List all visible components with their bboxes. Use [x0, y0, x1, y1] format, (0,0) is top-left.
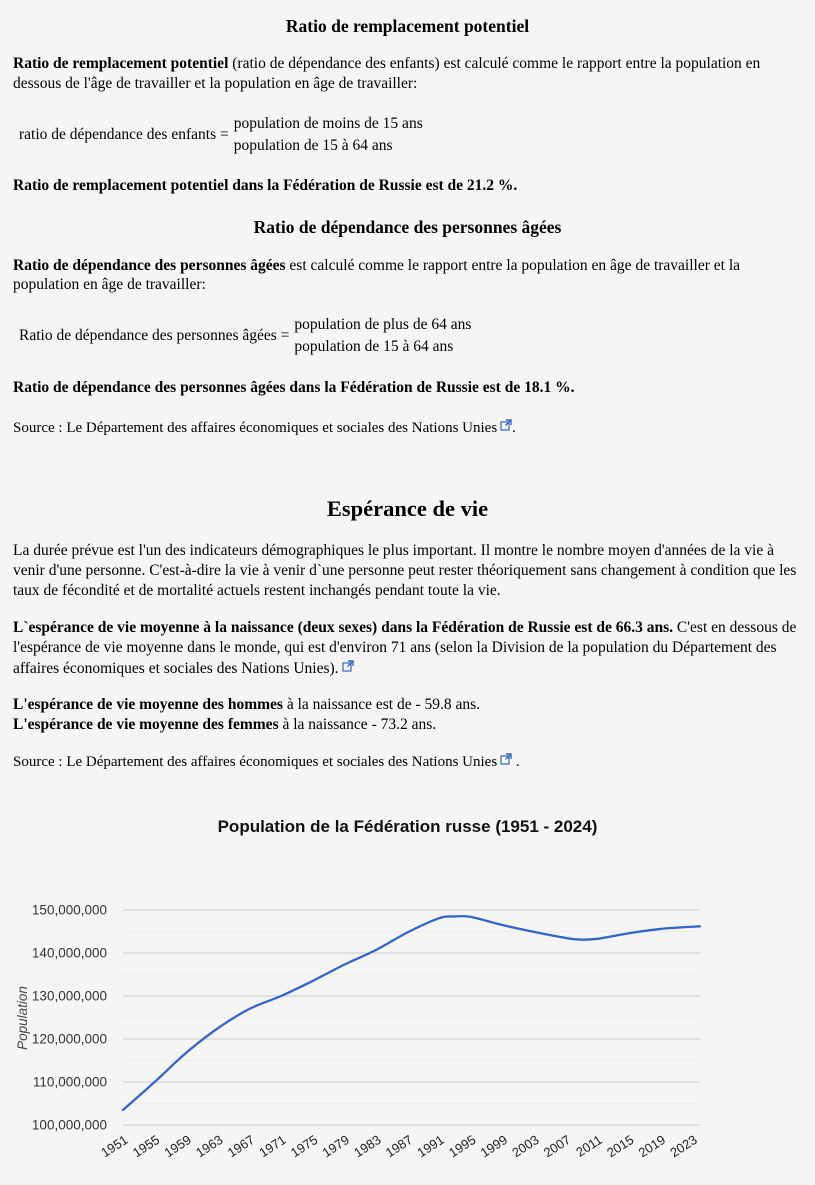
x-axis-tick-label: 1959	[161, 1132, 193, 1160]
replacement-ratio-title: Ratio de remplacement potentiel	[285, 16, 530, 36]
un-department-link[interactable]: Le Département des affaires économiques …	[66, 418, 512, 437]
formula-denominator: population de 15 à 64 ans	[233, 136, 393, 154]
life-expectancy-both-sexes-value: L`espérance de vie moyenne à la naissanc…	[13, 618, 674, 636]
replacement-ratio-term: Ratio de remplacement potentiel	[13, 55, 229, 73]
x-axis-tick-label: 1971	[256, 1132, 288, 1160]
life-expectancy-title: Espérance de vie	[326, 495, 489, 521]
life-expectancy-by-sex: L'espérance de vie moyenne des hommes à …	[13, 695, 802, 735]
x-axis-tick-label: 1995	[446, 1132, 478, 1160]
formula-numerator: population de moins de 15 ans	[233, 115, 423, 133]
men-life-expectancy-value: à la naissance est de - 59.8 ans.	[282, 696, 481, 714]
x-axis-tick-label: 1991	[414, 1132, 446, 1160]
elderly-dependency-term: Ratio de dépendance des personnes âgées	[13, 256, 286, 274]
x-axis-tick-label: 1999	[478, 1132, 510, 1160]
formula-label: ratio de dépendance des enfants =	[19, 125, 229, 143]
source-prefix: Source :	[13, 754, 67, 771]
source-line-life-expectancy: Source : Le Département des affaires éco…	[13, 752, 802, 772]
y-axis-tick-label: 140,000,000	[32, 946, 107, 961]
y-axis-title: Population	[15, 986, 30, 1050]
external-link-icon[interactable]	[341, 658, 354, 678]
y-axis-tick-label: 130,000,000	[32, 989, 107, 1004]
replacement-ratio-definition: Ratio de remplacement potentiel (ratio d…	[13, 54, 802, 94]
formula-numerator: population de plus de 64 ans	[294, 316, 472, 334]
formula-label: Ratio de dépendance des personnes âgées …	[19, 327, 290, 345]
men-life-expectancy-term: L'espérance de vie moyenne des hommes	[13, 696, 283, 714]
x-axis-tick-label: 1983	[351, 1132, 383, 1160]
y-axis-tick-label: 110,000,000	[33, 1075, 107, 1090]
x-axis-tick-label: 1979	[320, 1132, 352, 1160]
x-axis-tick-label: 2003	[509, 1132, 541, 1160]
x-axis-tick-label: 1963	[193, 1132, 225, 1160]
x-axis-tick-label: 2019	[636, 1132, 668, 1160]
x-axis-tick-label: 2023	[667, 1132, 699, 1160]
formula-fraction: population de moins de 15 ans population…	[234, 113, 423, 156]
population-line-series	[121, 914, 702, 1112]
x-axis-tick-label: 1975	[288, 1132, 320, 1160]
formula-fraction: population de plus de 64 ans population …	[294, 314, 471, 357]
section-replacement-ratio: Ratio de remplacement potentiel Ratio de…	[13, 15, 802, 196]
un-department-link[interactable]: Le Département des affaires économiques …	[66, 752, 512, 771]
children-dependency-formula: ratio de dépendance des enfants = popula…	[19, 113, 802, 156]
external-link-icon	[500, 752, 512, 771]
x-axis-tick-label: 1987	[383, 1132, 415, 1160]
replacement-ratio-result: Ratio de remplacement potentiel dans la …	[13, 177, 518, 195]
elderly-dependency-result: Ratio de dépendance des personnes âgées …	[13, 378, 575, 396]
x-axis-tick-label: 1955	[130, 1132, 162, 1160]
life-expectancy-intro: La durée prévue est l'un des indicateurs…	[13, 542, 797, 600]
population-chart: Population de la Fédération russe (1951 …	[0, 816, 815, 1185]
x-axis-tick-label: 2015	[604, 1132, 636, 1160]
population-chart-title: Population de la Fédération russe (1951 …	[217, 817, 598, 837]
source-suffix: .	[512, 419, 516, 436]
x-axis-tick-label: 2011	[573, 1132, 605, 1160]
source-suffix: .	[512, 754, 520, 771]
replacement-ratio-definition-text: (ratio de dépendance des enfants) est ca…	[13, 55, 761, 93]
source-line-dependency: Source : Le Département des affaires éco…	[13, 418, 802, 438]
women-life-expectancy-value: à la naissance - 73.2 ans.	[278, 716, 437, 734]
y-axis-tick-label: 100,000,000	[32, 1118, 107, 1133]
elderly-dependency-definition: Ratio de dépendance des personnes âgées …	[13, 256, 802, 296]
population-chart-svg: 100,000,000 110,000,000 120,000,000 130,000…	[15, 903, 702, 1160]
section-elderly-dependency: Ratio de dépendance des personnes âgées …	[13, 216, 802, 397]
x-axis-tick-label: 1951	[98, 1132, 130, 1160]
elderly-dependency-title: Ratio de dépendance des personnes âgées	[253, 217, 562, 238]
y-axis-tick-label: 120,000,000	[32, 1032, 107, 1047]
elderly-dependency-formula: Ratio de dépendance des personnes âgées …	[19, 314, 802, 357]
un-department-link-text: Le Département des affaires économiques …	[66, 754, 498, 771]
women-life-expectancy-term: L'espérance de vie moyenne des femmes	[13, 716, 279, 734]
external-link-icon	[500, 418, 512, 437]
life-expectancy-world-comparison: C'est en dessous de l'espérance de vie m…	[13, 618, 797, 677]
x-axis-tick-label: 1967	[225, 1132, 257, 1160]
y-axis-tick-label: 150,000,000	[32, 903, 107, 918]
life-expectancy-statement: L`espérance de vie moyenne à la naissanc…	[13, 618, 802, 678]
source-prefix: Source :	[13, 419, 67, 436]
x-axis-tick-label: 2007	[541, 1132, 573, 1160]
elderly-dependency-definition-text: est calculé comme le rapport entre la po…	[13, 256, 741, 294]
section-life-expectancy: Espérance de vie La durée prévue est l'u…	[13, 495, 802, 773]
formula-denominator: population de 15 à 64 ans	[294, 337, 454, 355]
un-department-link-text: Le Département des affaires économiques …	[66, 419, 498, 436]
